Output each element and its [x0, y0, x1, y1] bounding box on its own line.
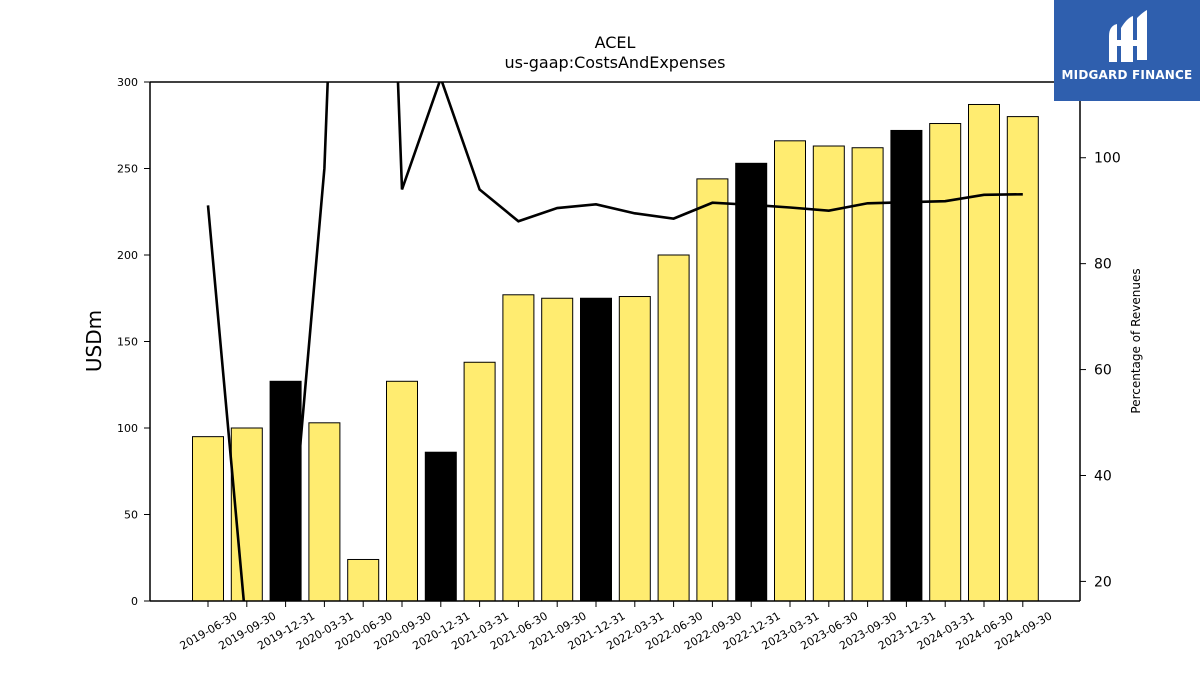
bar: [463, 361, 496, 602]
y2-tick-label: 20: [1094, 574, 1112, 590]
bar: [696, 178, 729, 602]
y2-tick-label: 80: [1094, 257, 1112, 273]
y-tick-label: 150: [117, 336, 138, 349]
percentage-line: [206, 82, 1023, 601]
y-tick-label: 250: [117, 163, 138, 176]
chart-title: ACEL: [595, 33, 636, 52]
bar: [192, 436, 224, 602]
midgard-finance-logo: MIDGARD FINANCE: [1054, 0, 1200, 101]
bar: [618, 296, 651, 602]
y-tick-label: 100: [117, 422, 138, 435]
bar: [929, 123, 962, 602]
line-series: [206, 82, 1023, 601]
bar: [851, 147, 884, 602]
y2-tick-label: 40: [1094, 468, 1112, 484]
chart-subtitle: us-gaap:CostsAndExpenses: [505, 53, 726, 72]
bar: [774, 140, 806, 602]
bar: [541, 297, 574, 602]
y-tick-label: 0: [131, 595, 138, 608]
bar-series: [192, 103, 1039, 602]
logo-text: MIDGARD FINANCE: [1061, 68, 1193, 82]
y2-tick-label: 60: [1094, 363, 1112, 379]
logo-mark-icon: [1109, 10, 1147, 62]
bar: [386, 380, 418, 602]
y-tick-label: 50: [124, 509, 138, 522]
y-tick-label: 200: [117, 249, 138, 262]
y2-axis-label: Percentage of Revenues: [1129, 268, 1143, 413]
bar: [968, 103, 1000, 602]
bar: [1006, 116, 1039, 602]
y-tick-label: 300: [117, 76, 138, 89]
bar: [308, 422, 341, 602]
bar: [424, 451, 457, 602]
y2-tick-label: 100: [1094, 151, 1121, 167]
bar: [502, 294, 535, 602]
bar: [812, 145, 845, 602]
bar: [580, 297, 612, 602]
bar: [657, 254, 690, 602]
y-axis-label: USDm: [82, 310, 106, 372]
bar: [735, 162, 768, 602]
bar: [347, 558, 380, 602]
bar: [890, 129, 923, 602]
